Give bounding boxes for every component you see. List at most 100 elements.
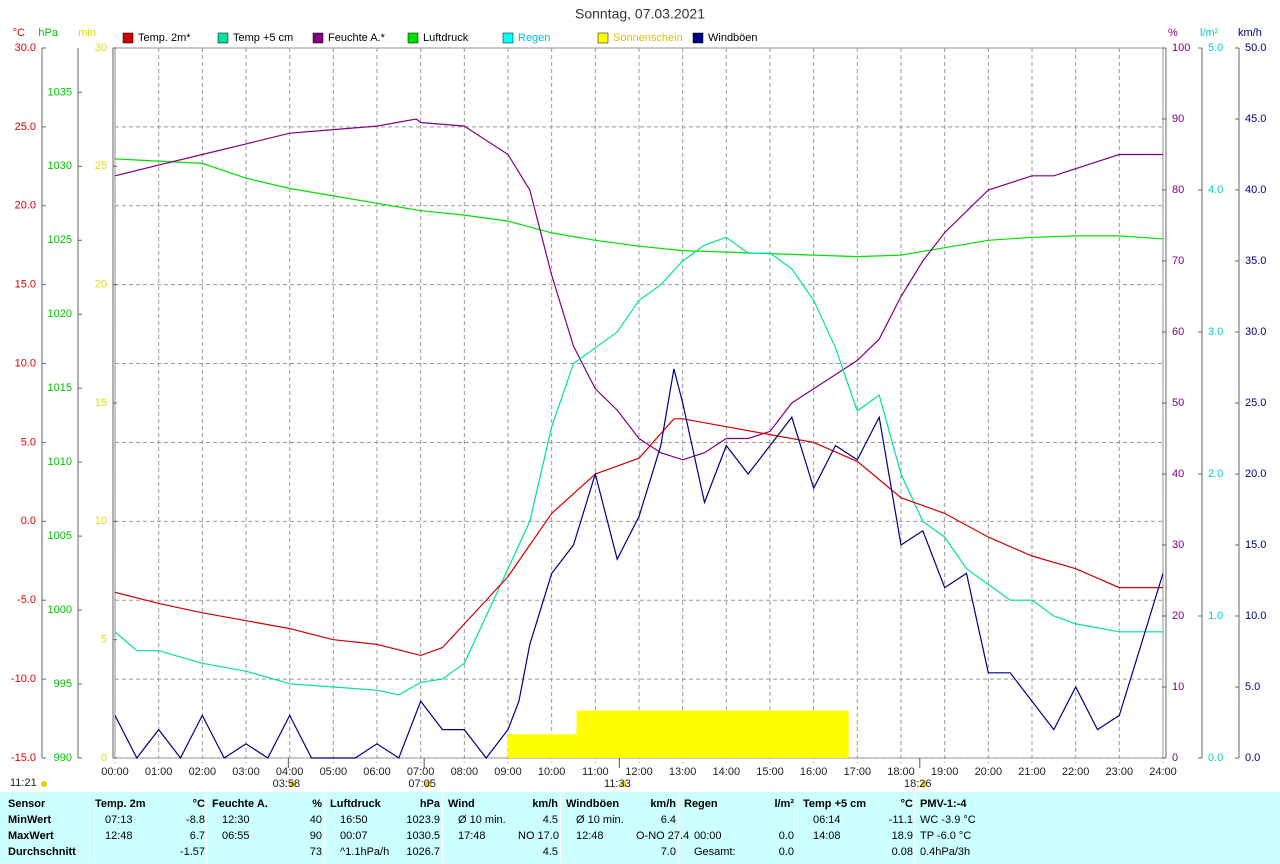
- axis-unit: min: [78, 27, 96, 39]
- y-tick-label: 0.0: [21, 515, 36, 527]
- y-tick-label: 25.0: [15, 121, 36, 133]
- table-cell: 0.0: [778, 846, 794, 858]
- table-cell: °C: [900, 798, 913, 810]
- x-tick-label: 16:00: [800, 766, 828, 778]
- x-tick-label: 06:00: [363, 766, 391, 778]
- x-tick-label: 14:00: [713, 766, 741, 778]
- table-cell: -11.1: [888, 814, 913, 826]
- x-tick-label: 19:00: [931, 766, 959, 778]
- axis-unit: l/m²: [1200, 27, 1219, 39]
- table-cell: 0.08: [891, 846, 913, 858]
- annotation-dot: [425, 781, 432, 787]
- y-tick-label: 2.0: [1208, 468, 1223, 480]
- y-tick-label: -10.0: [11, 673, 36, 685]
- y-tick-label: 1025: [48, 234, 72, 246]
- legend-label: Luftdruck: [423, 32, 469, 44]
- y-tick-label: 1000: [48, 604, 72, 616]
- table-cell: 1023.9: [406, 814, 440, 826]
- x-tick-label: 08:00: [451, 766, 479, 778]
- y-tick-label: 1005: [48, 530, 72, 542]
- annotation-label: 11:33: [604, 778, 631, 790]
- table-cell: °C: [192, 798, 205, 810]
- table-cell: O-NO 27.4: [636, 830, 690, 842]
- separator: [914, 794, 915, 862]
- legend-swatch: [502, 32, 514, 44]
- table-cell: 4.5: [542, 846, 558, 858]
- separator: [206, 794, 207, 862]
- table-cell: Luftdruck: [330, 798, 381, 810]
- table-cell: MaxWert: [8, 830, 54, 842]
- table-cell: Durchschnitt: [8, 846, 76, 858]
- x-tick-label: 05:00: [320, 766, 348, 778]
- sunshine-bar: [508, 734, 577, 758]
- table-cell: %: [312, 798, 322, 810]
- table-cell: 00:07: [340, 830, 368, 842]
- y-tick-label: 40.0: [1245, 184, 1266, 196]
- table-cell: 90: [309, 830, 322, 842]
- y-tick-label: 1030: [48, 160, 72, 172]
- series-line: [114, 158, 1164, 258]
- y-tick-label: 1035: [48, 86, 72, 98]
- y-tick-label: 70: [1172, 255, 1184, 267]
- legend-swatch: [217, 32, 229, 44]
- annotation-dot: [620, 781, 627, 787]
- axis-unit: %: [1168, 27, 1178, 39]
- series-line: [114, 368, 1164, 760]
- table-cell: 7.0: [660, 846, 676, 858]
- table-cell: TP -6.0 °C: [920, 830, 972, 842]
- legend-label: Windböen: [708, 32, 758, 44]
- x-tick-label: 01:00: [145, 766, 173, 778]
- y-tick-label: 995: [54, 678, 72, 690]
- table-cell: km/h: [650, 798, 676, 810]
- x-tick-label: 17:00: [844, 766, 872, 778]
- y-tick-label: 0: [1172, 752, 1178, 764]
- table-cell: Temp +5 cm: [803, 798, 867, 810]
- y-tick-label: 10.0: [15, 357, 36, 369]
- table-cell: 00:00: [694, 830, 722, 842]
- x-tick-label: 12:00: [625, 766, 653, 778]
- separator: [324, 794, 325, 862]
- y-tick-label: 1010: [48, 456, 72, 468]
- separator: [560, 794, 561, 862]
- y-tick-label: 10: [1172, 681, 1184, 693]
- legend-swatch: [312, 32, 324, 44]
- y-tick-label: 3.0: [1208, 326, 1223, 338]
- y-tick-label: 10: [95, 515, 107, 527]
- y-tick-label: 30: [95, 42, 107, 54]
- legend-swatch: [122, 32, 134, 44]
- series-line: [114, 236, 1163, 696]
- table-cell: 4.5: [542, 814, 558, 826]
- table-cell: 0.0: [778, 830, 794, 842]
- table-cell: Sensor: [8, 798, 46, 810]
- table-cell: 73: [309, 846, 322, 858]
- annotation-dot: [289, 781, 296, 787]
- table-cell: PMV-1:-4: [920, 798, 967, 810]
- table-cell: Windböen: [566, 798, 620, 810]
- table-cell: WC -3.9 °C: [920, 814, 976, 826]
- x-tick-label: 24:00: [1149, 766, 1177, 778]
- y-tick-label: 15.0: [1245, 539, 1266, 551]
- y-tick-label: 5.0: [1208, 42, 1223, 54]
- y-tick-label: 30: [1172, 539, 1184, 551]
- table-cell: 06:55: [222, 830, 250, 842]
- table-cell: 14:08: [813, 830, 841, 842]
- y-tick-label: 25: [95, 160, 107, 172]
- y-tick-label: 15: [95, 397, 107, 409]
- corner-dot: [41, 781, 47, 787]
- y-tick-label: 100: [1172, 42, 1190, 54]
- y-tick-label: 25.0: [1245, 397, 1266, 409]
- y-tick-label: 5: [101, 634, 107, 646]
- legend-swatch: [692, 32, 704, 44]
- x-tick-label: 07:00: [407, 766, 435, 778]
- table-cell: 12:30: [222, 814, 250, 826]
- table-cell: Regen: [684, 798, 718, 810]
- y-tick-label: 45.0: [1245, 113, 1266, 125]
- y-tick-label: 50: [1172, 397, 1184, 409]
- table-cell: Ø 10 min.: [458, 814, 506, 826]
- x-tick-label: 18:00: [887, 766, 915, 778]
- table-cell: Ø 10 min.: [576, 814, 624, 826]
- legend-swatch: [407, 32, 419, 44]
- x-tick-label: 22:00: [1062, 766, 1090, 778]
- table-cell: 07:13: [105, 814, 133, 826]
- y-tick-label: 1015: [48, 382, 72, 394]
